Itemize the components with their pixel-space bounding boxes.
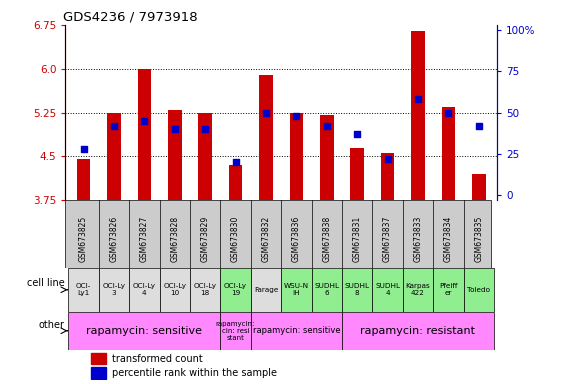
Bar xyxy=(290,113,303,200)
Text: GSM673834: GSM673834 xyxy=(444,216,453,262)
Bar xyxy=(472,174,486,200)
Text: GDS4236 / 7973918: GDS4236 / 7973918 xyxy=(63,11,198,24)
Text: Pfeiff
er: Pfeiff er xyxy=(439,283,458,296)
Bar xyxy=(91,353,106,364)
Text: rapamycin: sensitive: rapamycin: sensitive xyxy=(86,326,202,336)
Point xyxy=(414,96,423,103)
Point xyxy=(170,126,179,132)
Bar xyxy=(281,268,312,312)
Text: OCI-Ly
19: OCI-Ly 19 xyxy=(224,283,247,296)
Bar xyxy=(312,268,342,312)
Text: rapamycin: resistant: rapamycin: resistant xyxy=(361,326,475,336)
Text: GSM673827: GSM673827 xyxy=(140,216,149,262)
Text: GSM673835: GSM673835 xyxy=(474,216,483,262)
Text: Farage: Farage xyxy=(254,287,278,293)
Bar xyxy=(137,69,151,200)
Text: GSM673837: GSM673837 xyxy=(383,216,392,262)
Bar xyxy=(373,268,403,312)
Bar xyxy=(107,113,121,200)
Bar xyxy=(190,268,220,312)
Bar xyxy=(403,268,433,312)
Text: GSM673828: GSM673828 xyxy=(170,216,179,262)
Text: WSU-N
IH: WSU-N IH xyxy=(284,283,309,296)
Bar xyxy=(433,268,463,312)
Bar xyxy=(441,107,455,200)
Bar xyxy=(77,159,90,200)
Text: OCI-Ly
18: OCI-Ly 18 xyxy=(194,283,216,296)
Text: GSM673833: GSM673833 xyxy=(414,216,423,262)
Bar xyxy=(68,268,99,312)
Bar xyxy=(168,110,182,200)
Text: OCI-Ly
4: OCI-Ly 4 xyxy=(133,283,156,296)
Point xyxy=(474,123,483,129)
Text: OCI-Ly
10: OCI-Ly 10 xyxy=(163,283,186,296)
Text: GSM673830: GSM673830 xyxy=(231,216,240,262)
Bar xyxy=(463,268,494,312)
Point xyxy=(140,118,149,124)
Point xyxy=(292,113,301,119)
Bar xyxy=(160,268,190,312)
Text: SUDHL
4: SUDHL 4 xyxy=(375,283,400,296)
Bar xyxy=(91,367,106,379)
Point xyxy=(353,131,362,137)
Text: transformed count: transformed count xyxy=(112,354,203,364)
Bar xyxy=(68,312,220,350)
Text: other: other xyxy=(39,320,65,330)
Text: GSM673831: GSM673831 xyxy=(353,216,362,262)
Bar xyxy=(250,312,342,350)
Bar xyxy=(381,154,394,200)
Bar xyxy=(198,113,212,200)
Point xyxy=(261,109,270,116)
Bar xyxy=(320,116,333,200)
Point xyxy=(444,109,453,116)
Text: percentile rank within the sample: percentile rank within the sample xyxy=(112,368,277,378)
Text: rapamycin:
cin: resi
stant: rapamycin: cin: resi stant xyxy=(216,321,255,341)
Bar xyxy=(411,31,425,200)
Point xyxy=(231,159,240,165)
Bar xyxy=(342,312,494,350)
Text: GSM673829: GSM673829 xyxy=(201,216,210,262)
Bar xyxy=(250,268,281,312)
Bar xyxy=(350,147,364,200)
Text: cell line: cell line xyxy=(27,278,65,288)
Point xyxy=(322,123,331,129)
Text: GSM673832: GSM673832 xyxy=(261,216,270,262)
Text: SUDHL
6: SUDHL 6 xyxy=(314,283,339,296)
Text: rapamycin: sensitive: rapamycin: sensitive xyxy=(253,326,340,335)
Point xyxy=(383,156,392,162)
Bar xyxy=(220,268,250,312)
Point xyxy=(110,123,119,129)
Text: GSM673836: GSM673836 xyxy=(292,216,301,262)
Text: OCI-Ly
3: OCI-Ly 3 xyxy=(102,283,126,296)
Point xyxy=(201,126,210,132)
Bar xyxy=(129,268,160,312)
Bar xyxy=(259,74,273,200)
Text: GSM673825: GSM673825 xyxy=(79,216,88,262)
Bar xyxy=(229,165,243,200)
Text: GSM673826: GSM673826 xyxy=(110,216,119,262)
Text: GSM673838: GSM673838 xyxy=(322,216,331,262)
Text: SUDHL
8: SUDHL 8 xyxy=(345,283,370,296)
Point xyxy=(79,146,88,152)
Bar xyxy=(99,268,129,312)
Bar xyxy=(220,312,250,350)
Text: Karpas
422: Karpas 422 xyxy=(406,283,431,296)
Text: Toledo: Toledo xyxy=(467,287,490,293)
Bar xyxy=(342,268,373,312)
Text: OCI-
Ly1: OCI- Ly1 xyxy=(76,283,91,296)
